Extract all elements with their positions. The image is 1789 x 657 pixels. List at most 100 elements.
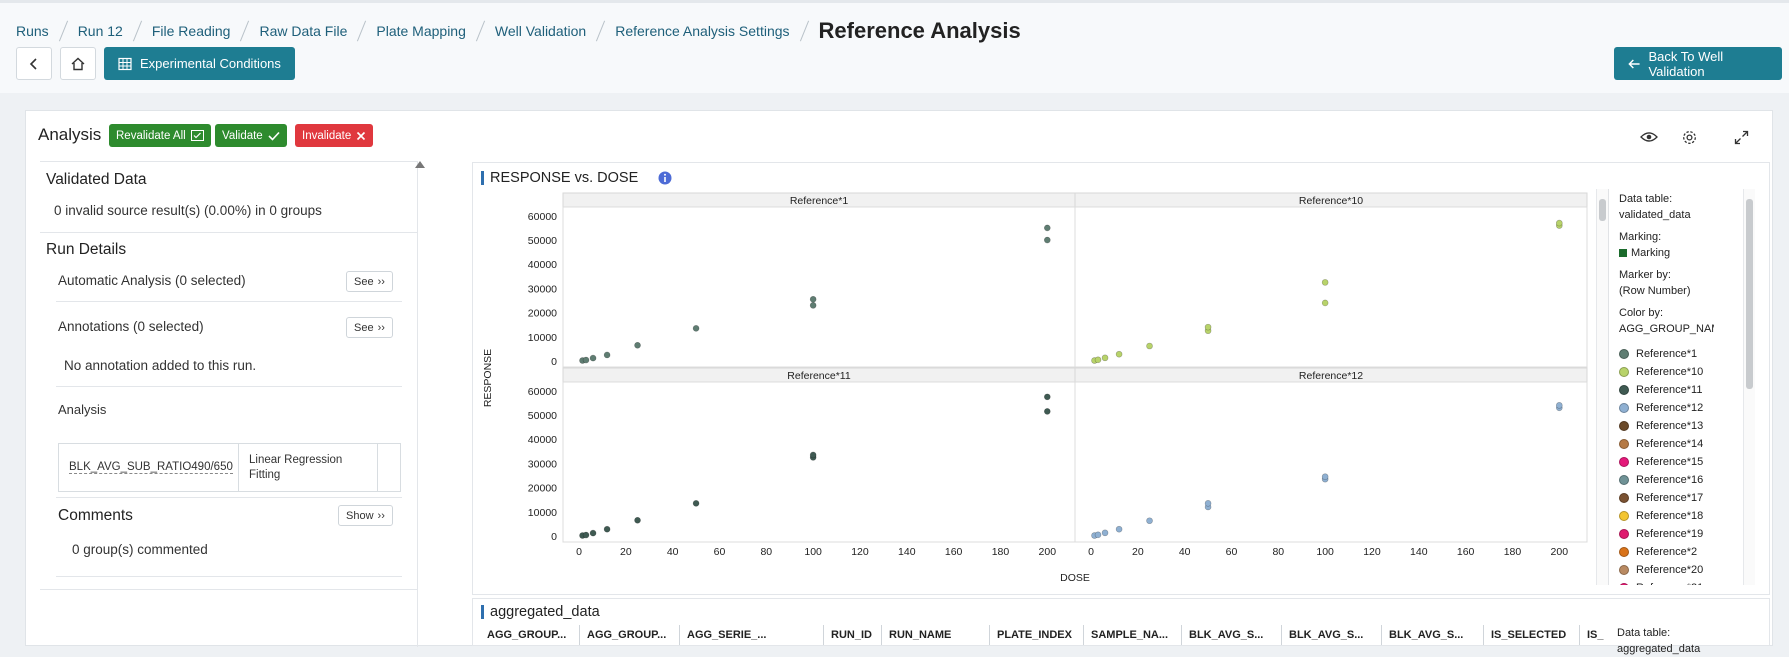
data-point — [692, 500, 700, 507]
data-point — [1043, 236, 1051, 244]
revalidate-all-button[interactable]: Revalidate All — [109, 124, 211, 147]
legend-entry-label: Reference*19 — [1636, 528, 1704, 540]
x-tick-label: 20 — [1132, 546, 1144, 558]
breadcrumb-file-reading[interactable]: File Reading — [151, 23, 231, 39]
analysis-action-cell[interactable] — [378, 444, 400, 491]
breadcrumb-well-validation[interactable]: Well Validation — [494, 23, 587, 39]
column-header[interactable]: RUN_ID — [831, 629, 872, 641]
show-comments-button[interactable]: Show ›› — [338, 505, 393, 526]
x-tick-label: 180 — [992, 546, 1010, 558]
x-axis-label: DOSE — [1060, 572, 1090, 584]
legend-entry[interactable]: Reference*12 — [1619, 399, 1714, 417]
column-header[interactable]: IS_ — [1587, 629, 1604, 641]
legend-entry-label: Reference*14 — [1636, 438, 1704, 450]
data-point — [1043, 408, 1051, 415]
see-label: See — [354, 275, 374, 288]
expand-button[interactable] — [1729, 125, 1753, 149]
validate-button[interactable]: Validate — [215, 124, 287, 147]
column-header[interactable]: AGG_SERIE_... — [687, 629, 767, 641]
breadcrumb-raw-data-file[interactable]: Raw Data File — [259, 23, 348, 39]
scroll-up-arrow-icon[interactable] — [415, 161, 425, 168]
x-tick-label: 20 — [620, 546, 632, 558]
column-header[interactable]: PLATE_INDEX — [997, 629, 1072, 641]
close-icon — [357, 131, 366, 140]
breadcrumb-runs[interactable]: Runs — [16, 23, 49, 39]
legend-scroll-thumb[interactable] — [1599, 199, 1606, 221]
column-header[interactable]: AGG_GROUP... — [587, 629, 667, 641]
y-tick-label: 50000 — [528, 235, 557, 247]
breadcrumb-separator — [799, 20, 809, 42]
legend-entry-label: Reference*18 — [1636, 510, 1704, 522]
see-automatic-analysis-button[interactable]: See ›› — [346, 271, 393, 292]
comments-summary: 0 group(s) commented — [72, 542, 208, 557]
legend-entry-label: Reference*1 — [1636, 348, 1698, 360]
double-chevron-right-icon: ›› — [377, 321, 385, 334]
legend-entry[interactable]: Reference*19 — [1619, 525, 1714, 543]
legend-color-dot — [1619, 349, 1629, 359]
settings-button[interactable] — [1677, 125, 1701, 149]
legend-color-dot — [1619, 493, 1629, 503]
legend-entry[interactable]: Reference*14 — [1619, 435, 1714, 453]
legend-entry[interactable]: Reference*21 — [1619, 579, 1714, 585]
revalidate-icon — [190, 130, 204, 141]
legend-entry[interactable]: Reference*13 — [1619, 417, 1714, 435]
column-header[interactable]: BLK_AVG_S... — [1389, 629, 1464, 641]
y-tick-label: 0 — [551, 356, 557, 368]
column-header[interactable]: IS_SELECTED — [1491, 629, 1567, 641]
aggregated-data-title-text: aggregated_data — [490, 604, 600, 620]
legend-entry-label: Reference*10 — [1636, 366, 1704, 378]
legend-color-dot — [1619, 439, 1629, 449]
data-point — [1321, 279, 1329, 286]
annotations-label: Annotations (0 selected) — [58, 319, 204, 334]
column-header[interactable]: SAMPLE_NA... — [1091, 629, 1169, 641]
data-point — [1043, 393, 1051, 401]
aggregated-data-panel: aggregated_data AGG_GROUP... AGG_GROUP...… — [472, 598, 1770, 655]
home-button[interactable] — [60, 47, 96, 80]
revalidate-all-label: Revalidate All — [116, 129, 186, 142]
legend-scroll-thumb-right[interactable] — [1746, 199, 1753, 389]
marking-swatch — [1619, 249, 1627, 257]
experimental-conditions-button[interactable]: Experimental Conditions — [104, 47, 295, 80]
legend-entry[interactable]: Reference*15 — [1619, 453, 1714, 471]
legend-scrollbar-right[interactable] — [1743, 189, 1755, 585]
divider — [56, 386, 402, 387]
data-point — [582, 356, 590, 364]
y-axis-label: RESPONSE — [482, 349, 494, 407]
breadcrumb-plate-mapping[interactable]: Plate Mapping — [376, 23, 466, 39]
legend-entry[interactable]: Reference*2 — [1619, 543, 1714, 561]
legend-entry[interactable]: Reference*1 — [1619, 345, 1714, 363]
legend-entry[interactable]: Reference*16 — [1619, 471, 1714, 489]
legend-entry[interactable]: Reference*10 — [1619, 363, 1714, 381]
legend-color-dot — [1619, 367, 1629, 377]
column-header[interactable]: AGG_GROUP... — [487, 629, 567, 641]
breadcrumb-run[interactable]: Run 12 — [77, 23, 123, 39]
invalidate-button[interactable]: Invalidate — [295, 124, 374, 147]
legend-color-dot — [1619, 583, 1629, 585]
breadcrumb-reference-analysis-settings[interactable]: Reference Analysis Settings — [615, 23, 790, 39]
legend-entry[interactable]: Reference*20 — [1619, 561, 1714, 579]
column-header[interactable]: BLK_AVG_S... — [1289, 629, 1364, 641]
column-separator — [881, 625, 882, 645]
legend-entry[interactable]: Reference*18 — [1619, 507, 1714, 525]
x-tick-label: 0 — [576, 546, 582, 558]
run-details-title: Run Details — [46, 241, 127, 258]
legend-entry[interactable]: Reference*11 — [1619, 381, 1714, 399]
y-tick-label: 10000 — [528, 507, 557, 519]
legend-entry[interactable]: Reference*17 — [1619, 489, 1714, 507]
back-arrow-button[interactable] — [16, 47, 52, 80]
legend-color-dot — [1619, 547, 1629, 557]
breadcrumb-separator — [475, 20, 485, 42]
column-header[interactable]: RUN_NAME — [889, 629, 952, 641]
info-icon[interactable] — [658, 171, 672, 185]
column-header[interactable]: BLK_AVG_S... — [1189, 629, 1264, 641]
panel-title: Reference*10 — [1299, 195, 1363, 207]
double-chevron-right-icon: ›› — [377, 275, 385, 288]
back-to-well-validation-button[interactable]: Back To Well Validation — [1614, 47, 1782, 80]
visibility-toggle[interactable] — [1637, 125, 1661, 149]
see-annotations-button[interactable]: See ›› — [346, 317, 393, 338]
x-tick-label: 200 — [1551, 546, 1569, 558]
data-point — [809, 451, 817, 459]
legend-scrollbar-left[interactable] — [1597, 189, 1609, 585]
show-label: Show — [346, 509, 374, 522]
analysis-measure-cell[interactable]: BLK_AVG_SUB_RATIO490/650 — [59, 444, 239, 491]
